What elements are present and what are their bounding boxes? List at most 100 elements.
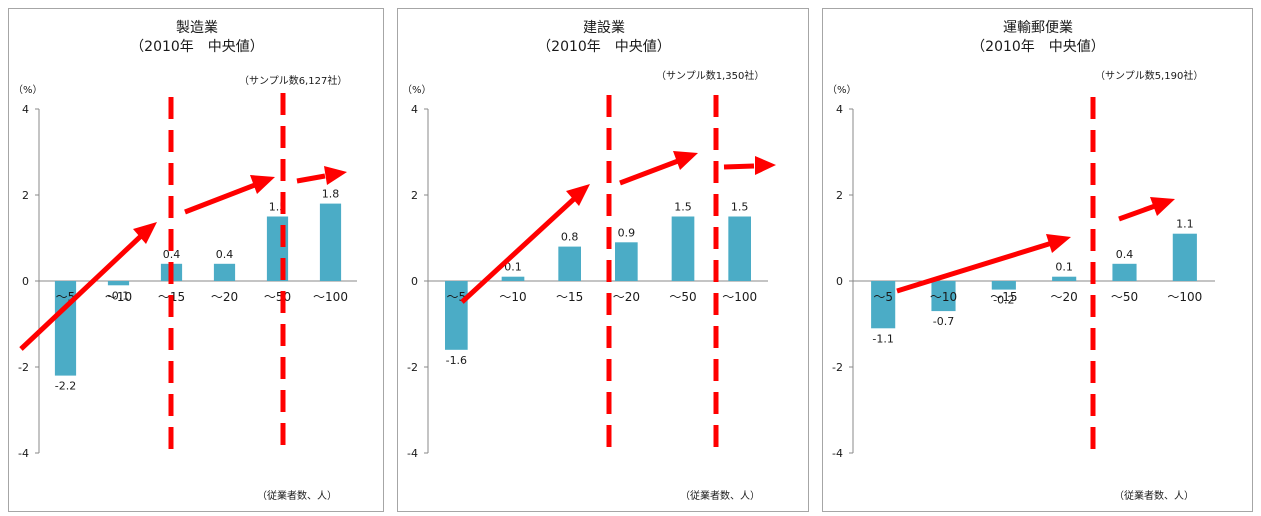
y-tick-label: 2 xyxy=(22,189,29,202)
y-tick-label: 2 xyxy=(411,189,418,202)
trend-arrow-head xyxy=(250,175,275,194)
y-tick-label: -4 xyxy=(407,447,418,460)
x-category-label: ～10 xyxy=(499,290,526,304)
y-tick-label: -2 xyxy=(832,361,843,374)
y-tick-label: 0 xyxy=(22,275,29,288)
x-category-label: ～100 xyxy=(1167,290,1202,304)
bar-value-label: 0.1 xyxy=(1055,261,1073,274)
chart-panel-transport-postal: 運輸郵便業 （2010年 中央値） （サンプル数5,190社） （%） （従業者… xyxy=(822,8,1253,512)
x-category-label: ～10 xyxy=(105,290,132,304)
bar-～100 xyxy=(1172,233,1197,281)
bar-～20 xyxy=(615,242,638,281)
x-category-label: ～20 xyxy=(613,290,640,304)
bar-value-label: 0.8 xyxy=(561,231,579,244)
bar-～50 xyxy=(671,216,695,281)
x-axis-label: （従業者数、人） xyxy=(680,489,760,502)
bar-value-label: 1.5 xyxy=(731,201,749,214)
x-category-label: ～100 xyxy=(722,290,757,304)
chart-title: 製造業 xyxy=(176,20,218,36)
bar-value-label: -0.7 xyxy=(933,315,954,328)
y-unit-label: （%） xyxy=(827,84,857,96)
y-tick-label: -2 xyxy=(18,361,29,374)
x-category-label: ～50 xyxy=(1111,290,1138,304)
trend-arrow-head xyxy=(133,222,157,244)
x-axis-label: （従業者数、人） xyxy=(257,489,337,502)
bar-～15 xyxy=(558,246,581,281)
annotations xyxy=(460,95,776,455)
trend-arrow-head xyxy=(1150,197,1175,216)
chart-panel-construction: 建設業 （2010年 中央値） （サンプル数1,350社） （%） （従業者数、… xyxy=(397,8,809,512)
x-category-label: ～15 xyxy=(990,290,1017,304)
bar-～10 xyxy=(931,281,956,312)
trend-arrow-head xyxy=(324,166,347,185)
trend-arrow-line xyxy=(19,234,143,351)
y-tick-label: 4 xyxy=(411,103,418,116)
x-category-label: ～5 xyxy=(873,290,893,304)
sample-note: （サンプル数5,190社） xyxy=(1095,69,1203,82)
trend-arrow-line xyxy=(460,196,577,304)
x-category-label: ～20 xyxy=(211,290,238,304)
chart-svg-transport-postal: 運輸郵便業 （2010年 中央値） （サンプル数5,190社） （%） （従業者… xyxy=(827,20,1215,502)
y-tick-label: 0 xyxy=(411,275,418,288)
trend-arrow-line xyxy=(1118,203,1156,222)
bar-value-label: 0.1 xyxy=(504,261,522,274)
bar-value-label: -1.1 xyxy=(872,332,893,345)
trend-arrow-head xyxy=(1046,234,1071,253)
y-tick-label: -4 xyxy=(832,447,843,460)
bar-value-label: 0.4 xyxy=(216,248,234,261)
bar-value-label: 0.4 xyxy=(163,248,181,261)
sample-note: （サンプル数6,127社） xyxy=(239,74,347,87)
annotations xyxy=(896,97,1175,457)
bar-～5 xyxy=(445,281,468,350)
bar-value-label: -0.1 xyxy=(108,289,129,302)
plot-area: 4 2 0 -2 -4 -1.1 ～5 -0.7 ～10 -0.2～15 0.1 ～20 0.4 ～50 1… xyxy=(832,103,1215,460)
trend-arrow-head xyxy=(673,151,698,170)
chart-subtitle: （2010年 中央値） xyxy=(130,39,264,55)
bar-value-label: 1.5 xyxy=(674,201,692,214)
bar-～50 xyxy=(1112,263,1137,281)
y-unit-label: （%） xyxy=(13,84,43,96)
bar-～15 xyxy=(991,281,1016,290)
trend-arrow-line xyxy=(896,240,1053,294)
bar-value-label: -0.2 xyxy=(993,294,1014,307)
bar-～100 xyxy=(319,203,342,281)
chart-svg-construction: 建設業 （2010年 中央値） （サンプル数1,350社） （%） （従業者数、… xyxy=(402,20,776,502)
sample-note: （サンプル数1,350社） xyxy=(656,69,764,82)
x-category-label: ～50 xyxy=(669,290,696,304)
y-tick-label: -4 xyxy=(18,447,29,460)
bar-value-label: 0.4 xyxy=(1116,248,1134,261)
x-category-label: ～100 xyxy=(313,290,348,304)
x-category-label: ～15 xyxy=(556,290,583,304)
chart-subtitle: （2010年 中央値） xyxy=(971,39,1105,55)
y-tick-label: 2 xyxy=(836,189,843,202)
bar-value-label: 1.1 xyxy=(1176,218,1194,231)
chart-panel-manufacturing: 製造業 （2010年 中央値） （サンプル数6,127社） （%） （従業者数、… xyxy=(8,8,384,512)
chart-title: 運輸郵便業 xyxy=(1003,20,1073,36)
chart-title: 建設業 xyxy=(583,20,625,36)
bar-value-label: 0.9 xyxy=(618,226,636,239)
bar-～10 xyxy=(501,276,525,281)
y-unit-label: （%） xyxy=(402,84,432,96)
x-category-label: ～20 xyxy=(1051,290,1078,304)
plot-area: 420-2-4-2.2～5-0.1～100.4～150.4～201.5～501.… xyxy=(18,103,357,460)
chart-svg-manufacturing: 製造業 （2010年 中央値） （サンプル数6,127社） （%） （従業者数、… xyxy=(13,20,357,502)
trend-arrow-line xyxy=(723,163,755,170)
bar-～5 xyxy=(871,281,896,329)
x-category-label: ～10 xyxy=(930,290,957,304)
y-tick-label: 0 xyxy=(836,275,843,288)
plot-area: 420-2-4-1.6～50.1～100.8～150.9～201.5～501.5… xyxy=(407,103,768,460)
trend-arrow-head xyxy=(566,184,590,206)
bar-value-label: -2.2 xyxy=(55,380,76,393)
trend-arrow-head xyxy=(755,156,776,175)
bar-value-label: -1.6 xyxy=(446,354,467,367)
y-tick-label: 4 xyxy=(22,103,29,116)
bar-value-label: 1.8 xyxy=(322,188,340,201)
bar-～100 xyxy=(728,216,751,281)
bar-～20 xyxy=(1052,276,1077,281)
trend-arrow-line xyxy=(619,158,679,186)
x-category-label: ～50 xyxy=(264,290,291,304)
y-tick-label: -2 xyxy=(407,361,418,374)
bar-～10 xyxy=(107,281,130,286)
trend-arrow-line xyxy=(184,182,256,215)
chart-subtitle: （2010年 中央値） xyxy=(537,39,671,55)
